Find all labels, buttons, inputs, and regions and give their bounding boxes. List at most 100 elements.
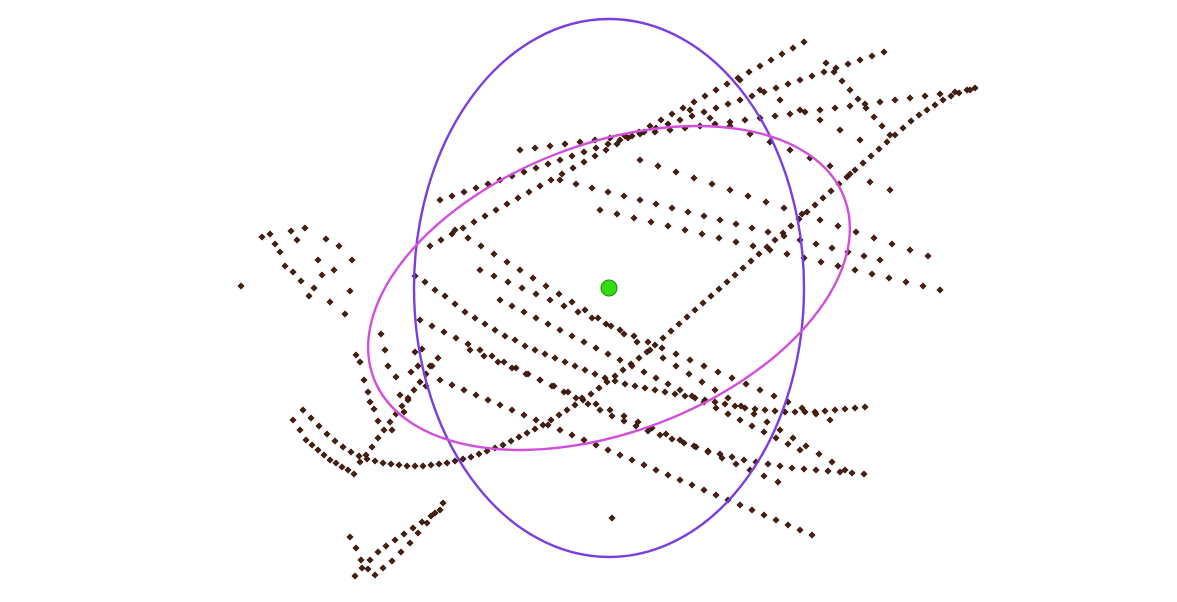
scatter-point [817,258,825,266]
scatter-point [406,539,414,547]
scatter-point [592,144,600,152]
scatter-point [360,376,368,384]
scatter-point [736,501,744,509]
scatter-point [681,392,689,400]
scatter-point [384,362,392,370]
scatter-point [507,437,515,445]
scatter-point [464,234,472,242]
scatter-point [423,519,431,527]
scatter-point [525,188,533,196]
scatter-point [608,514,616,522]
scatter-point [379,459,387,467]
scatter-point [560,388,568,396]
scatter-point [691,306,699,314]
scatter-point [686,356,694,364]
scatter-point [480,352,488,360]
scatter-point [371,571,379,579]
scatter-point [604,350,612,358]
scatter-point [436,196,444,204]
scatter-point [448,381,456,389]
scatter-point [310,284,318,292]
scatter-point [434,354,442,362]
scatter-point [315,422,323,430]
scatter-point [461,308,469,316]
scatter-point [844,60,852,68]
scatter-point [604,446,612,454]
scatter-point [338,463,346,471]
scatter-point [460,386,468,394]
scatter-point [750,410,758,418]
scatter-point [529,274,537,282]
scatter-point [906,246,914,254]
scatter-point [606,406,614,414]
scatter-point [698,230,706,238]
scatter-point [297,277,305,285]
scatter-point [724,394,732,402]
scatter-point [749,242,757,250]
scatter-point [724,100,732,108]
scatter-point [621,380,629,388]
scatter-point [748,224,756,232]
data-points [237,38,979,580]
scatter-point [679,104,687,112]
scatter-point [437,236,445,244]
scatter-point [821,407,829,415]
scatter-point [496,296,504,304]
scatter-point [467,453,475,461]
scatter-point [830,68,838,76]
scatter-point [472,184,480,192]
scatter-point [414,529,422,537]
scatter-point [711,386,719,394]
scatter-point [704,448,712,456]
scatter-point [331,437,339,445]
scatter-point [878,122,886,130]
scatter-point [816,116,824,124]
scatter-point [652,466,660,474]
scatter-point [387,460,395,468]
scatter-point [581,366,589,374]
scatter-point [748,422,756,430]
scatter-point [726,186,734,194]
scatter-point [544,160,552,168]
scatter-point [635,354,643,362]
scatter-point [690,98,698,106]
scatter-point [400,408,408,416]
scatter-point [685,370,693,378]
scatter-point [556,156,564,164]
scatter-point [841,405,849,413]
scatter-point [451,457,459,465]
scatter-point [860,252,868,260]
scatter-point [363,455,371,463]
scatter-point [712,491,720,499]
scatter-point [628,456,636,464]
scatter-point [347,448,355,456]
scatter-point [281,262,289,270]
scatter-point [748,506,756,514]
scatter-point [348,256,356,264]
scatter-point [786,110,794,118]
scatter-point [718,454,726,462]
scatter-point [798,210,806,218]
scatter-point [355,452,363,460]
scatter-point [466,346,474,354]
scatter-point [522,370,530,378]
scatter-point [314,446,322,454]
scatter-point [388,557,396,565]
scatter-point [939,96,947,104]
scatter-point [836,126,844,134]
scatter-point [592,344,600,352]
scatter-point [796,526,804,534]
scatter-point [744,192,752,200]
scatter-point [647,218,655,226]
scatter-point [656,431,664,439]
scatter-point [657,116,665,124]
scatter-point [580,158,588,166]
scatter-point [676,116,684,124]
scatter-point [888,240,896,248]
scatter-point [576,138,584,146]
scatter-point [731,402,739,410]
scatter-point [923,106,931,114]
scatter-point [760,511,768,519]
scatter-point [568,431,576,439]
scatter-point [728,453,736,461]
